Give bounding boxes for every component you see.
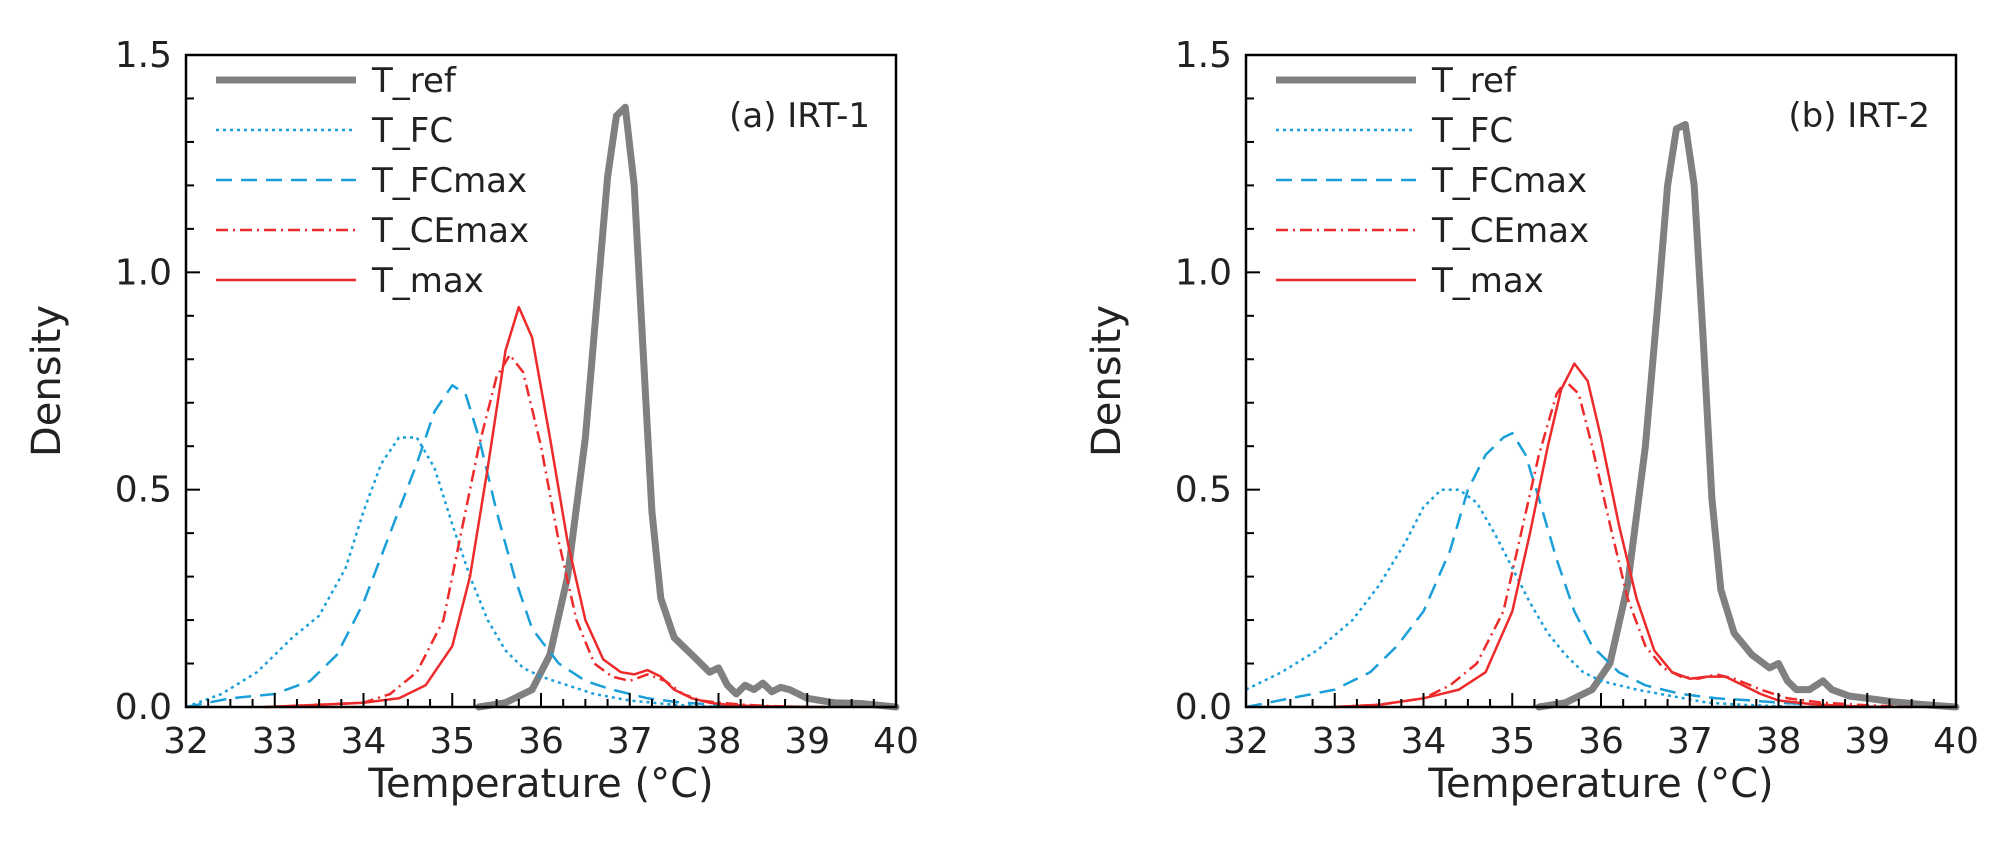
x-tick-label: 37 (607, 721, 653, 762)
legend-label-t-fcmax: T_FCmax (1431, 161, 1587, 201)
legend-label-t-fc: T_FC (1431, 111, 1513, 151)
panel-a: 32 33 34 35 36 37 38 39 40 0.0 0.5 1.0 1.5 Temperatur… (24, 35, 919, 807)
x-tick-label: 38 (1756, 721, 1802, 762)
x-tick-label: 39 (1844, 721, 1890, 762)
x-tick-label: 34 (341, 721, 387, 762)
x-axis-title: Temperature (°C) (1427, 761, 1773, 807)
legend-label-t-cemax: T_CEmax (371, 211, 529, 251)
series-line-t-max (264, 305, 827, 709)
x-tick-label: 36 (1578, 721, 1624, 762)
y-tick-label: 1.5 (1175, 35, 1232, 76)
y-tick-label: 1.0 (1175, 252, 1232, 293)
legend-label-t-ref: T_ref (1431, 61, 1517, 101)
x-tick-label: 32 (1223, 721, 1269, 762)
y-tick-label: 1.5 (115, 35, 172, 76)
series-line-t-fc (185, 436, 719, 709)
legend: T_ref T_FC T_FCmax T_CEmax T_max (216, 61, 529, 301)
panel-label: (b) IRT-2 (1788, 96, 1930, 136)
x-tick-label: 34 (1401, 721, 1447, 762)
x-tick-label: 38 (696, 721, 742, 762)
legend-label-t-fc: T_FC (371, 111, 453, 151)
series-line-t-max (1333, 362, 1887, 709)
series-line-t-cemax (1334, 379, 1912, 709)
x-tick-label: 39 (784, 721, 830, 762)
y-tick-label: 0.0 (115, 687, 172, 728)
series-line-t-ref (1535, 121, 1960, 711)
panel-b: 32 33 34 35 36 37 38 39 40 0.0 0.5 1.0 1.5 Temperatur… (1084, 35, 1979, 807)
y-tick-label: 0.0 (1175, 687, 1232, 728)
x-tick-label: 40 (873, 721, 919, 762)
legend-label-t-max: T_max (1431, 261, 1544, 301)
series-line-t-ref (475, 103, 900, 711)
legend-label-t-cemax: T_CEmax (1431, 211, 1589, 251)
x-tick-label: 35 (1489, 721, 1535, 762)
series-group (1245, 121, 1960, 711)
series-line-t-fc (1245, 488, 1797, 709)
plot-frame (1244, 53, 1958, 709)
y-axis-title: Density (1084, 305, 1130, 457)
series-line-t-cemax (265, 353, 808, 709)
y-axis-title: Density (24, 305, 70, 457)
panel-label: (a) IRT-1 (729, 96, 870, 136)
x-tick-label: 33 (252, 721, 298, 762)
x-tick-label: 35 (429, 721, 475, 762)
legend: T_ref T_FC T_FCmax T_CEmax T_max (1276, 61, 1589, 301)
x-tick-label: 32 (163, 721, 209, 762)
series-line-t-fcmax (1245, 431, 1868, 709)
x-tick-label: 40 (1933, 721, 1979, 762)
x-tick-label: 37 (1667, 721, 1713, 762)
x-axis-title: Temperature (°C) (367, 761, 713, 807)
legend-label-t-fcmax: T_FCmax (371, 161, 527, 201)
x-tick-label: 36 (518, 721, 564, 762)
series-group (185, 103, 900, 711)
x-tick-label: 33 (1312, 721, 1358, 762)
y-tick-label: 0.5 (1175, 470, 1232, 511)
legend-label-t-ref: T_ref (371, 61, 457, 101)
legend-label-t-max: T_max (371, 261, 484, 301)
y-tick-label: 1.0 (115, 252, 172, 293)
y-tick-label: 0.5 (115, 470, 172, 511)
